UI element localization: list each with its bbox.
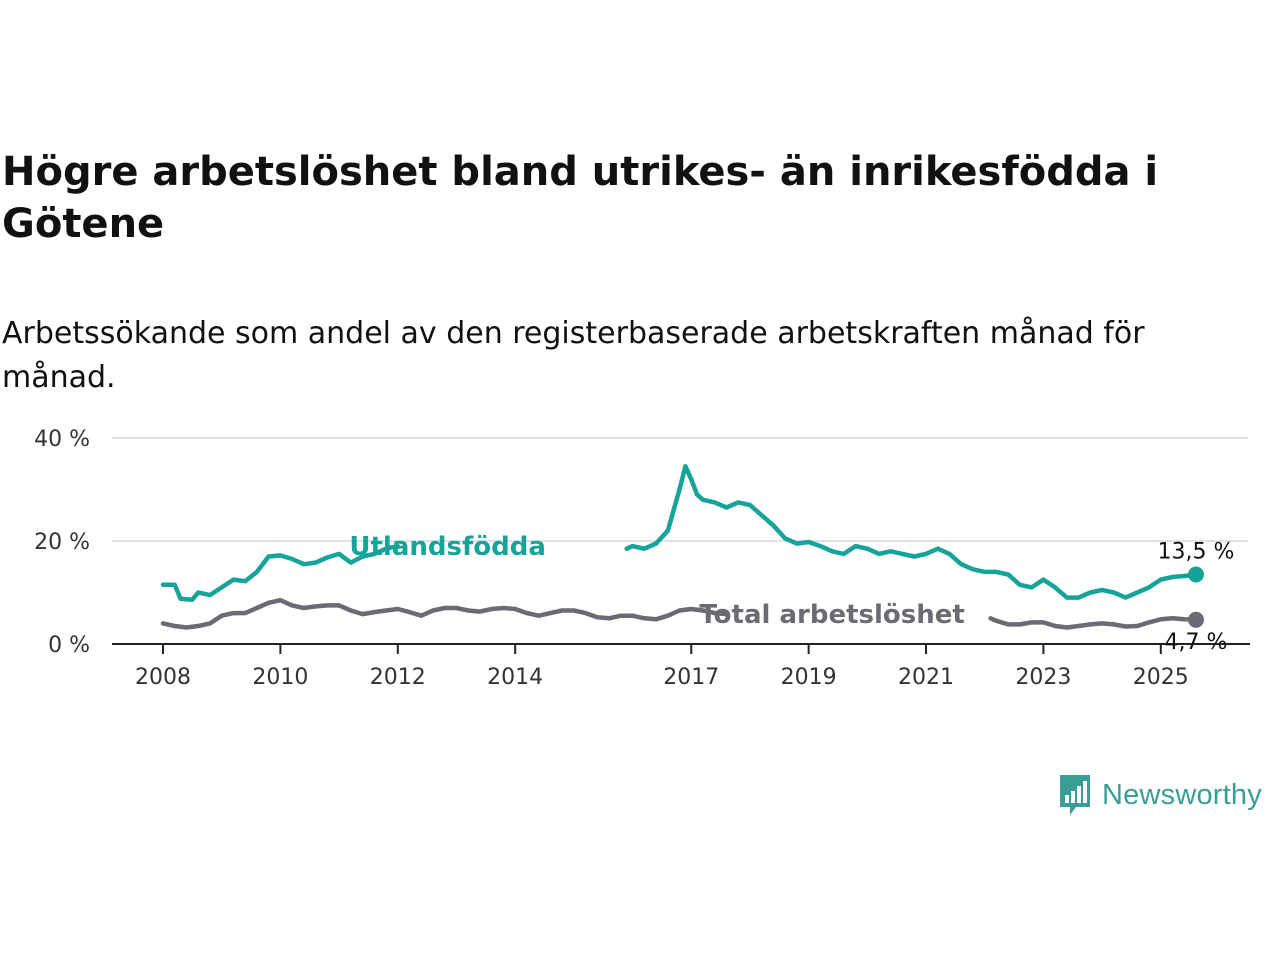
- newsworthy-logo-icon: [1060, 775, 1090, 815]
- series-name-label: Total arbetslöshet: [699, 600, 964, 630]
- series-endpoint-1: [1188, 611, 1204, 628]
- x-tick-label: 2025: [1133, 665, 1189, 690]
- series-name-label: Utlandsfödda: [349, 532, 546, 562]
- x-tick-label: 2021: [898, 665, 954, 690]
- x-tick-label: 2010: [252, 665, 308, 690]
- x-tick-label: 2014: [487, 665, 543, 690]
- x-tick-label: 2012: [370, 665, 426, 690]
- x-tick-label: 2023: [1015, 665, 1071, 690]
- x-axis-ticks: 2008 2010 2012 2014 2017 2019 2021 2023 2025: [135, 644, 1189, 690]
- x-tick-label: 2008: [135, 665, 191, 690]
- series-line-1: [160, 597, 1199, 630]
- chart-subtitle: Arbetssökande som andel av den registerb…: [2, 316, 1145, 395]
- series-labels: Utlandsfödda 13,5 % Total arbetslöshet 4,7 …: [349, 532, 1234, 655]
- brand-name: Newsworthy: [1102, 778, 1262, 811]
- newsworthy-brand[interactable]: Newsworthy: [1058, 772, 1262, 818]
- series-end-value: 13,5 %: [1158, 539, 1235, 564]
- series-end-value: 4,7 %: [1165, 630, 1228, 655]
- y-tick-label: 0 %: [48, 633, 90, 658]
- series-endpoint-0: [1188, 566, 1204, 583]
- x-tick-label: 2017: [663, 665, 719, 690]
- x-tick-label: 2019: [781, 665, 837, 690]
- y-tick-label: 40 %: [34, 427, 90, 452]
- y-tick-label: 20 %: [34, 530, 90, 555]
- y-axis-ticks: 0 % 20 % 40 %: [34, 427, 90, 658]
- series-lines: [160, 464, 1204, 630]
- series-line-0: [160, 464, 1199, 602]
- chart-title: Högre arbetslöshet bland utrikes- än inr…: [2, 149, 1159, 247]
- grid-lines: [112, 437, 1248, 542]
